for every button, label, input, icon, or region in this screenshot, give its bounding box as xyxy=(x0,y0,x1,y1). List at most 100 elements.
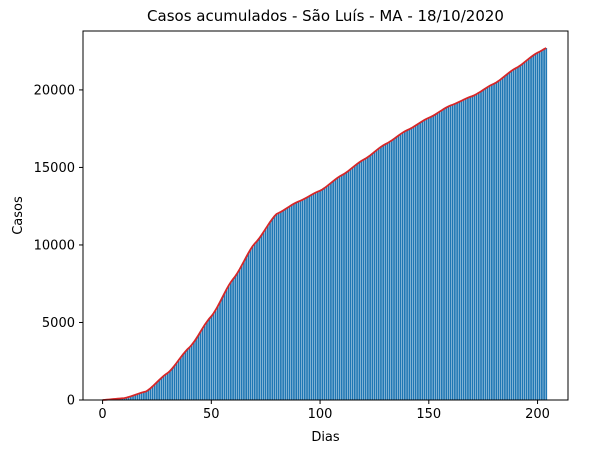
y-tick-label: 20000 xyxy=(34,83,75,98)
bar xyxy=(462,99,465,400)
bar xyxy=(295,202,298,400)
bar xyxy=(321,189,324,400)
bar xyxy=(247,253,250,400)
bar xyxy=(129,396,132,400)
bar xyxy=(223,293,226,400)
bar xyxy=(180,357,182,400)
bar xyxy=(349,169,352,400)
bar xyxy=(358,162,361,400)
bar xyxy=(443,108,445,400)
bar xyxy=(419,122,421,401)
bar xyxy=(219,301,221,400)
bar xyxy=(538,51,541,401)
x-tick-label: 150 xyxy=(416,407,441,422)
bar xyxy=(458,101,461,400)
bar xyxy=(145,391,147,400)
bar xyxy=(440,110,443,400)
bar xyxy=(445,107,448,400)
bar xyxy=(456,102,458,401)
x-axis-label: Dias xyxy=(311,430,340,445)
bar xyxy=(427,117,430,400)
bar xyxy=(467,97,469,401)
bar xyxy=(173,365,176,400)
bar xyxy=(284,209,287,400)
chart-title: Casos acumulados - São Luís - MA - 18/10… xyxy=(147,7,504,25)
bar xyxy=(486,87,489,401)
bar xyxy=(412,126,415,400)
bar xyxy=(340,175,343,400)
bar xyxy=(514,68,517,401)
bar xyxy=(471,96,474,401)
bar xyxy=(395,137,398,400)
bar xyxy=(212,313,215,400)
bar xyxy=(451,104,454,400)
y-tick-label: 0 xyxy=(67,394,75,409)
y-ticks: 0 5000 10000 15000 20000 xyxy=(34,83,83,409)
bar xyxy=(399,134,402,400)
bar xyxy=(251,246,254,400)
bar xyxy=(334,179,337,400)
bar xyxy=(153,384,156,400)
bar xyxy=(360,160,363,400)
bar xyxy=(127,397,130,400)
bar xyxy=(162,376,165,400)
bar xyxy=(347,170,350,400)
bar xyxy=(140,392,143,400)
bar xyxy=(203,324,206,400)
bar xyxy=(125,397,128,400)
bar xyxy=(480,91,482,400)
bar xyxy=(310,194,313,400)
x-tick-label: 50 xyxy=(203,407,220,422)
bar xyxy=(177,360,180,400)
bar xyxy=(336,177,339,400)
bar xyxy=(184,351,187,400)
bar xyxy=(449,105,452,401)
bar xyxy=(273,216,276,400)
bar xyxy=(543,49,545,401)
bar xyxy=(371,153,374,400)
bar xyxy=(234,276,237,400)
x-tick-label: 100 xyxy=(308,407,333,422)
bar xyxy=(380,146,382,400)
bar xyxy=(512,69,515,401)
bar xyxy=(386,143,389,400)
bar xyxy=(390,140,393,400)
bar xyxy=(299,200,302,400)
bar xyxy=(521,63,524,400)
bar xyxy=(288,206,291,400)
bar xyxy=(319,190,321,400)
bar xyxy=(303,198,306,400)
bar xyxy=(475,93,478,401)
bar xyxy=(232,279,234,400)
bar xyxy=(151,386,154,400)
bar xyxy=(147,390,150,400)
bar xyxy=(527,58,530,401)
bar xyxy=(149,388,152,400)
bar xyxy=(408,129,411,400)
y-tick-label: 5000 xyxy=(42,316,75,331)
bar xyxy=(356,163,358,400)
bar xyxy=(338,176,341,400)
bar xyxy=(517,66,519,401)
bar xyxy=(423,119,426,400)
x-tick-label: 200 xyxy=(525,407,550,422)
bar xyxy=(308,196,311,400)
bar xyxy=(545,48,548,401)
bar xyxy=(330,182,332,400)
bar xyxy=(301,199,304,400)
bar xyxy=(425,118,428,401)
bar xyxy=(280,211,282,400)
bar xyxy=(432,115,435,400)
bar xyxy=(434,114,437,401)
bar xyxy=(499,79,502,400)
bar xyxy=(536,52,539,401)
bar xyxy=(343,173,345,400)
bar xyxy=(312,193,315,400)
bar xyxy=(388,141,391,401)
bar xyxy=(160,377,163,400)
bar xyxy=(195,338,197,400)
bar xyxy=(225,289,228,400)
bar xyxy=(510,70,513,401)
bar xyxy=(482,89,485,401)
bar xyxy=(421,121,424,400)
